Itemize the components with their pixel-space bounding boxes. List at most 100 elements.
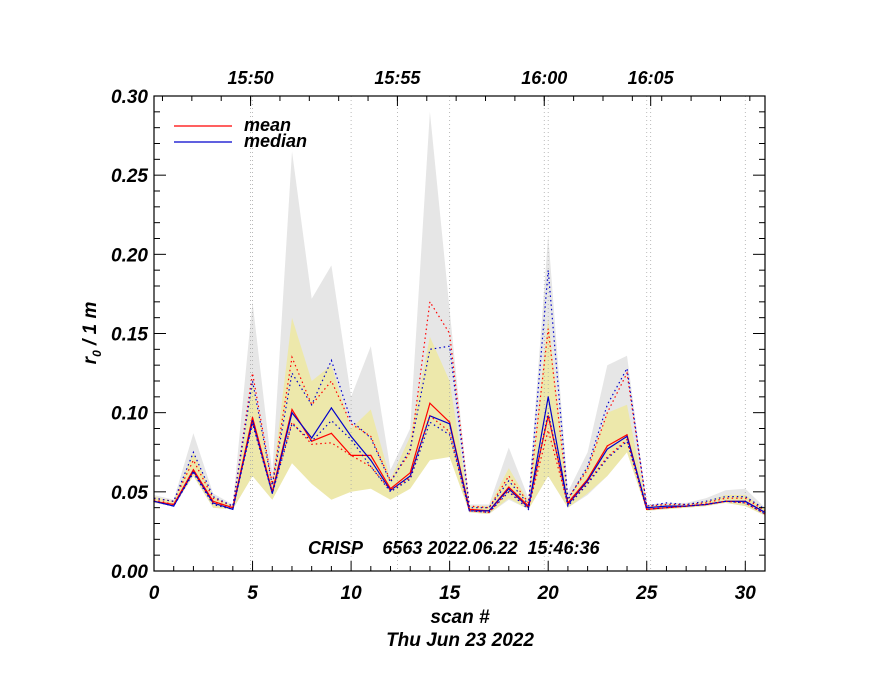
point-median-upper-7: [291, 373, 292, 374]
point-median-upper-26: [666, 502, 667, 503]
point-median-upper-23: [607, 404, 608, 405]
point-median-7: [291, 412, 293, 414]
point-median-lower-11: [370, 466, 371, 467]
point-mean-upper-24: [626, 373, 627, 374]
point-mean-lower-10: [351, 455, 352, 456]
point-mean-upper-22: [587, 469, 588, 470]
y-tick-label-6: 0.30: [111, 87, 148, 108]
y-tick-label-3: 0.15: [111, 325, 148, 346]
series-line-mean-lower: [153, 414, 766, 515]
point-mean-upper-20: [548, 328, 549, 329]
point-median-6: [271, 492, 273, 494]
point-mean-upper-26: [666, 504, 667, 505]
point-median-lower-8: [311, 441, 312, 442]
point-mean-lower-5: [252, 422, 253, 423]
point-median-lower-12: [390, 491, 391, 492]
point-mean-lower-8: [311, 444, 312, 445]
point-median-19: [527, 507, 530, 509]
bands-layer: [154, 111, 765, 516]
point-median-lower-25: [646, 509, 647, 510]
point-median-17: [488, 510, 490, 512]
y-tick-label-4: 0.20: [111, 245, 148, 266]
point-median-lower-26: [666, 507, 667, 508]
x-tick-label-10: 10: [341, 583, 363, 604]
point-mean-upper-23: [607, 412, 608, 413]
point-median-upper-28: [705, 501, 706, 502]
point-median-lower-2: [193, 472, 194, 473]
point-median-26: [665, 505, 668, 507]
point-mean-lower-20: [548, 430, 549, 431]
point-median-upper-14: [429, 349, 430, 350]
point-median-10: [350, 435, 352, 437]
x-tick-label-5: 5: [247, 583, 258, 604]
point-mean-upper-10: [351, 423, 352, 424]
point-mean-23: [606, 445, 608, 447]
point-mean-11: [370, 454, 372, 456]
x-tick-label-20: 20: [537, 583, 560, 604]
legend-label-mean: mean: [244, 115, 291, 135]
x-axis-title: scan #: [430, 607, 490, 628]
point-median-lower-30: [745, 502, 746, 503]
point-mean-upper-5: [252, 373, 253, 374]
x-tick-label-0: 0: [149, 583, 160, 604]
top-tick-label-1: 15:55: [374, 68, 421, 88]
top-tick-label-0: 15:50: [228, 68, 274, 88]
top-tick-label-3: 16:05: [628, 68, 675, 88]
x-tick-label-30: 30: [735, 583, 757, 604]
point-mean-upper-30: [745, 498, 746, 499]
point-median-upper-22: [587, 466, 588, 467]
y-tick-label-1: 0.05: [111, 483, 148, 504]
point-mean-10: [350, 454, 352, 456]
point-median-upper-10: [351, 420, 352, 421]
point-mean-lower-7: [291, 422, 292, 423]
y-axis-title-subscript: 0: [90, 350, 104, 357]
point-mean-upper-2: [193, 460, 194, 461]
point-median-lower-28: [705, 504, 706, 505]
point-median-4: [232, 508, 234, 510]
point-median-lower-15: [449, 434, 450, 435]
point-mean-13: [409, 472, 411, 474]
point-mean-7: [291, 408, 293, 411]
point-median-upper-5: [252, 380, 253, 381]
point-mean-upper-3: [213, 498, 214, 499]
point-mean-lower-9: [331, 442, 332, 443]
point-median-upper-6: [272, 485, 273, 486]
point-median-upper-24: [626, 368, 627, 369]
point-median-8: [311, 437, 313, 439]
point-median-lower-9: [331, 420, 332, 421]
point-median-upper-11: [370, 437, 371, 438]
point-median-lower-27: [686, 506, 687, 507]
point-mean-18: [508, 486, 510, 488]
point-mean-24: [626, 434, 628, 436]
point-mean-15: [449, 421, 451, 423]
point-mean-upper-14: [429, 301, 430, 302]
point-median-lower-7: [291, 423, 292, 424]
point-median-lower-23: [607, 458, 608, 459]
point-mean-9: [330, 432, 332, 434]
x-tick-label-25: 25: [635, 583, 658, 604]
point-mean-lower-19: [528, 507, 529, 508]
point-median-lower-4: [232, 509, 233, 510]
point-median-15: [449, 423, 451, 425]
point-median-23: [606, 448, 608, 450]
point-median-upper-12: [390, 482, 391, 483]
point-mean-upper-9: [331, 380, 332, 381]
point-median-lower-16: [469, 510, 470, 511]
point-mean-lower-1: [173, 504, 174, 505]
point-mean-upper-19: [528, 502, 529, 503]
point-median-lower-24: [626, 441, 627, 442]
point-mean-lower-23: [607, 456, 608, 457]
chart-annotation: CRISP 6563 2022.06.22 15:46:36: [308, 538, 601, 558]
point-median-1: [173, 505, 175, 507]
point-median-11: [370, 459, 372, 461]
point-mean-upper-11: [370, 436, 371, 437]
point-mean-upper-13: [410, 452, 411, 453]
legend: mean median: [174, 115, 307, 151]
y-tick-label-2: 0.10: [111, 404, 148, 425]
point-median-lower-22: [587, 483, 588, 484]
point-mean-lower-13: [410, 477, 411, 478]
point-median-upper-25: [646, 506, 647, 507]
point-median-upper-15: [449, 346, 450, 347]
point-median-lower-3: [213, 504, 214, 505]
